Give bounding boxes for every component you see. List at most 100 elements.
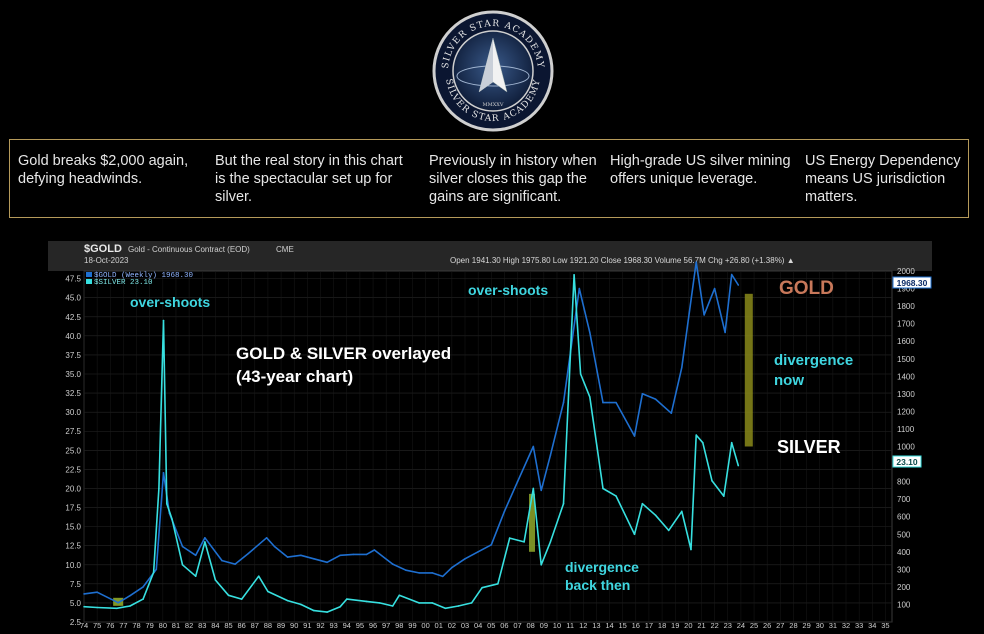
- left-tick-label: 27.5: [65, 427, 81, 436]
- silver-point: [194, 575, 197, 578]
- gold-point: [737, 284, 740, 286]
- x-tick-label: 74: [80, 621, 88, 630]
- gold-point: [654, 398, 657, 400]
- right-tick-label: 200: [897, 583, 911, 592]
- gold-point: [286, 556, 289, 558]
- right-tick-label: 1800: [897, 302, 915, 311]
- gold-point: [221, 559, 223, 562]
- left-tick-label: 47.5: [65, 275, 81, 284]
- x-tick-label: 11: [566, 621, 574, 630]
- silver-star-academy-logo: SILVER STAR ACADEMY SILVER STAR ACADEMY …: [432, 10, 554, 132]
- x-tick-label: 78: [132, 621, 140, 630]
- silver-point: [723, 495, 725, 497]
- left-tick-label: 40.0: [65, 332, 81, 341]
- x-tick-label: 08: [527, 621, 535, 630]
- right-tick-label: 1600: [897, 337, 915, 346]
- gold-point: [313, 558, 315, 560]
- gold-point: [641, 393, 644, 395]
- silver-point: [508, 537, 511, 539]
- x-tick-label: 83: [198, 621, 206, 630]
- gold-point: [540, 489, 543, 492]
- info-bar: Gold breaks $2,000 again, defying headwi…: [9, 139, 969, 218]
- silver-point: [339, 605, 341, 608]
- gold-point: [339, 554, 341, 557]
- right-tick-label: 1100: [897, 425, 915, 434]
- silver-point: [680, 510, 683, 513]
- gold-last-value: 1968.30: [897, 278, 928, 288]
- silver-point: [633, 533, 636, 536]
- silver-point: [227, 594, 230, 597]
- gold-point: [464, 558, 466, 560]
- silver-point: [444, 607, 447, 610]
- gold-point: [326, 561, 328, 564]
- silver-point: [730, 441, 733, 444]
- gold-point: [503, 510, 506, 513]
- annotation-line: now: [774, 372, 804, 389]
- annotation-gold-label: GOLD: [779, 278, 834, 299]
- x-tick-label: 29: [802, 621, 810, 630]
- annotation-over-shoots-1980: over-shoots: [130, 294, 210, 310]
- x-tick-label: 14: [605, 621, 613, 630]
- right-tick-label: 600: [897, 513, 911, 522]
- silver-point: [365, 600, 368, 603]
- info-item-history: Previously in history when silver closes…: [429, 153, 597, 205]
- x-tick-label: 89: [277, 621, 285, 630]
- silver-point: [96, 606, 98, 609]
- gold-point: [181, 545, 184, 548]
- gold-point: [703, 314, 705, 316]
- gold-point: [273, 545, 276, 548]
- chart-date: 18-Oct-2023: [84, 256, 129, 265]
- left-tick-label: 10.0: [65, 561, 81, 570]
- silver-point: [286, 599, 289, 602]
- gold-point: [299, 554, 302, 557]
- silver-point: [523, 541, 525, 543]
- right-tick-label: 1500: [897, 355, 915, 364]
- x-tick-label: 85: [224, 621, 232, 630]
- x-tick-label: 25: [750, 621, 758, 630]
- gold-point: [695, 261, 698, 264]
- silver-point: [378, 602, 381, 604]
- left-tick-label: 42.5: [65, 313, 81, 322]
- chart-panel: $GOLD Gold - Continuous Contract (EOD) C…: [48, 241, 932, 630]
- info-item-energy-dependency: US Energy Dependency means US jurisdicti…: [805, 153, 961, 205]
- silver-point: [326, 611, 328, 613]
- left-tick-label: 30.0: [65, 408, 81, 417]
- silver-point: [204, 541, 206, 543]
- gold-point: [373, 549, 376, 551]
- gold-point: [615, 401, 617, 404]
- x-tick-label: 13: [592, 621, 600, 630]
- x-tick-label: 09: [540, 621, 548, 630]
- gold-point: [490, 543, 493, 546]
- silver-point: [214, 579, 217, 581]
- x-tick-label: 27: [776, 621, 784, 630]
- gold-point: [391, 563, 394, 565]
- x-tick-label: 05: [487, 621, 495, 630]
- gold-point: [418, 572, 420, 574]
- x-tick-label: 92: [316, 621, 324, 630]
- right-tick-label: 500: [897, 530, 911, 539]
- right-tick-label: 1400: [897, 372, 915, 381]
- silver-point: [667, 529, 670, 532]
- silver-point: [457, 605, 460, 607]
- gold-point: [265, 536, 268, 539]
- annotation-divergence-then: divergence back then: [565, 559, 639, 593]
- right-tick-label: 1700: [897, 320, 915, 329]
- annotation-line: back then: [565, 577, 630, 593]
- silver-point: [540, 563, 543, 566]
- left-tick-label: 45.0: [65, 294, 81, 303]
- x-tick-label: 31: [829, 621, 837, 630]
- legend-gold: $GOLD (Weekly) 1968.30: [94, 272, 194, 280]
- gold-point: [549, 454, 552, 457]
- x-tick-label: 32: [842, 621, 850, 630]
- gold-point: [589, 331, 591, 334]
- gold-point: [724, 331, 726, 334]
- gold-point: [352, 553, 355, 556]
- silver-point: [654, 514, 657, 516]
- silver-point: [497, 583, 499, 585]
- silver-last-value-tag: 23.10: [892, 455, 922, 468]
- x-tick-label: 17: [645, 621, 653, 630]
- silver-series-line: [83, 273, 740, 613]
- logo-roman-year: MMXXV: [483, 102, 504, 108]
- right-tick-label: 1900: [897, 285, 915, 294]
- legend-swatch-gold: [86, 272, 92, 277]
